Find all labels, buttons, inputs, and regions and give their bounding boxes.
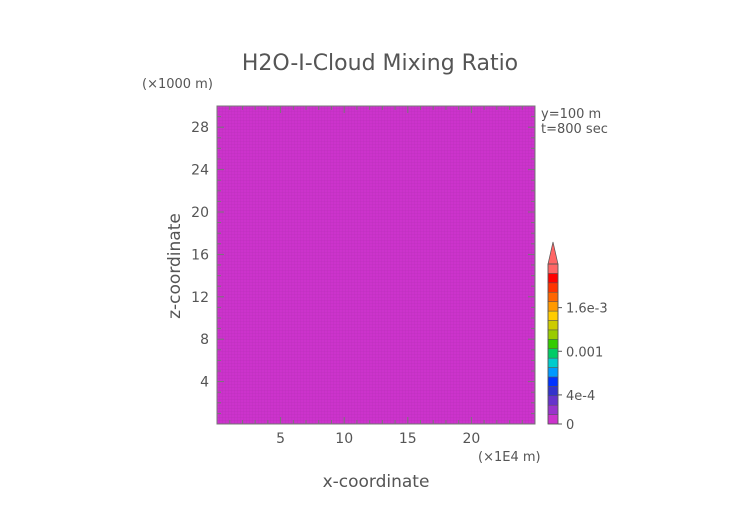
colorbar-segment [547, 263, 559, 274]
colorbar-segment [547, 414, 559, 425]
x-tick-label: 5 [276, 431, 285, 447]
y-tick-label: 16 [191, 247, 209, 263]
field-grid [217, 106, 535, 424]
y-tick-label: 28 [191, 120, 209, 136]
colorbar-segment [547, 339, 559, 349]
colorbar: 1.6e-3 0.001 4e-4 0 [547, 241, 608, 433]
colorbar-label: 1.6e-3 [566, 302, 608, 317]
x-unit-label: (×1E4 m) [478, 450, 541, 465]
annotation-y: y=100 m [541, 107, 601, 122]
colorbar-segment [547, 329, 559, 340]
y-tick-label: 12 [191, 290, 209, 306]
colorbar-segment [547, 291, 559, 302]
y-tick-label: 8 [200, 332, 209, 348]
colorbar-label: 0.001 [566, 345, 603, 360]
y-unit-label: (×1000 m) [142, 77, 213, 92]
x-tick-label: 10 [335, 431, 353, 447]
y-tick-label: 24 [191, 163, 209, 179]
colorbar-segment [547, 357, 559, 368]
x-axis: 5 10 15 20 [216, 106, 536, 447]
colorbar-segment [547, 386, 559, 397]
colorbar-frame [547, 263, 559, 425]
colorbar-segment [547, 282, 559, 293]
y-tick-label: 20 [191, 205, 209, 221]
annotation-t: t=800 sec [541, 122, 608, 137]
y-axis-label: z-coordinate [165, 213, 185, 319]
x-tick-label: 20 [462, 431, 480, 447]
x-tick-label: 15 [399, 431, 417, 447]
chart-title: H2O-I-Cloud Mixing Ratio [242, 51, 518, 76]
colorbar-segment [547, 320, 559, 331]
colorbar-label: 0 [566, 418, 574, 433]
colorbar-segment [547, 301, 559, 312]
colorbar-segment [547, 404, 559, 415]
plot-area [216, 105, 536, 425]
colorbar-segment [547, 348, 559, 359]
y-axis: 4 8 12 16 20 24 28 [191, 105, 535, 425]
colorbar-label: 4e-4 [566, 389, 595, 404]
colorbar-segment [547, 376, 559, 387]
y-tick-label: 4 [200, 375, 209, 391]
colorbar-segment [547, 395, 559, 406]
colorbar-extend-arrow [547, 241, 559, 265]
colorbar-segment [547, 310, 559, 321]
colorbar-segment [547, 367, 559, 378]
colorbar-segment [547, 273, 559, 284]
x-axis-label: x-coordinate [323, 472, 430, 492]
